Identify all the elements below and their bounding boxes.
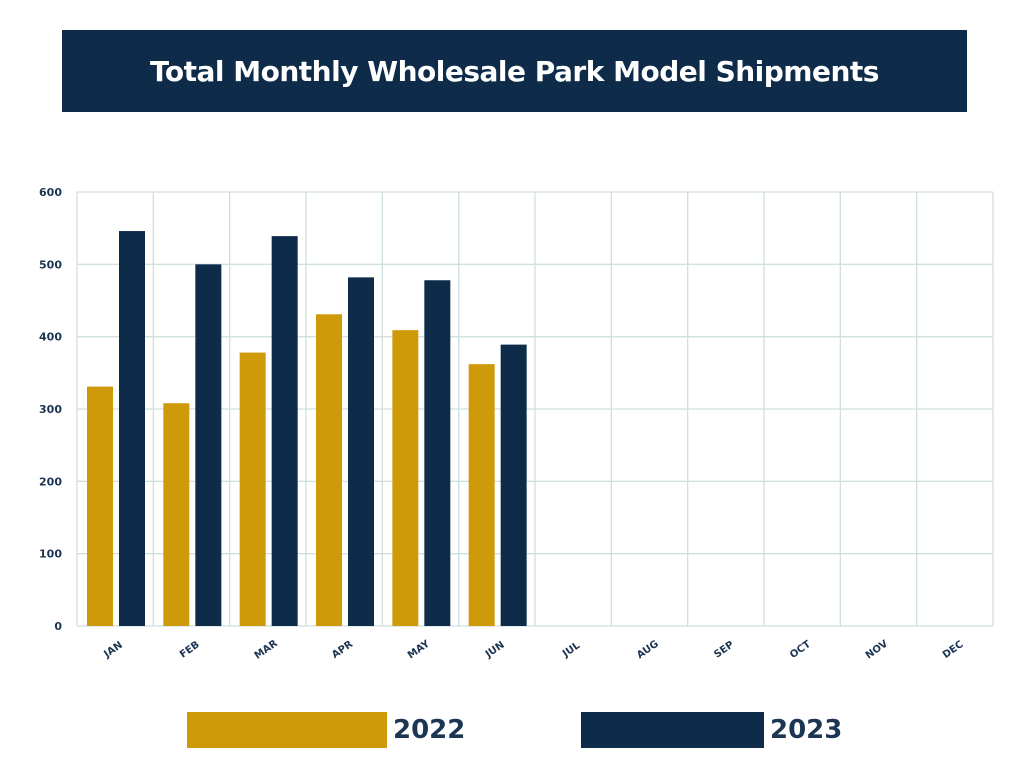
- grid: [76, 191, 994, 627]
- x-tick-label: NOV: [864, 638, 890, 661]
- y-tick-label: 300: [39, 403, 62, 416]
- y-tick-label: 500: [39, 258, 62, 271]
- bar-2023-may: [424, 280, 451, 626]
- bar-chart: 0 100 200 300 400 500 600 JAN FEB MAR APR MAY JUN JU…: [39, 186, 994, 662]
- bar-2023-jun: [500, 344, 527, 626]
- legend-label-2023: 2023: [770, 715, 843, 745]
- bar-2022-mar: [239, 352, 266, 626]
- bars: [87, 231, 527, 626]
- x-tick-label: DEC: [941, 639, 966, 661]
- legend-swatch-2023: [581, 712, 764, 748]
- legend-item-2022: 2022: [187, 712, 465, 748]
- bar-2023-mar: [271, 236, 298, 626]
- x-tick-label: OCT: [788, 639, 813, 661]
- bar-2023-feb: [195, 264, 222, 626]
- x-tick-label: FEB: [178, 639, 202, 660]
- y-tick-label: 200: [39, 475, 62, 488]
- x-tick-label: JUN: [483, 640, 507, 661]
- bar-2023-jan: [119, 231, 145, 626]
- bar-2022-jan: [87, 386, 113, 626]
- x-tick-label: MAY: [406, 638, 433, 661]
- x-tick-label: MAR: [253, 638, 280, 662]
- x-tick-label: APR: [330, 639, 355, 661]
- legend-item-2023: 2023: [581, 712, 842, 748]
- bar-2022-may: [392, 330, 419, 626]
- y-tick-label: 0: [54, 620, 62, 633]
- y-tick-label: 400: [39, 331, 62, 344]
- bar-2022-jun: [468, 364, 495, 626]
- bar-2022-apr: [316, 314, 342, 626]
- x-tick-label: AUG: [635, 639, 661, 662]
- x-tick-label: SEP: [712, 639, 736, 660]
- x-tick-label: JUL: [560, 640, 583, 660]
- bar-2023-apr: [348, 277, 374, 626]
- bar-2022-feb: [163, 403, 190, 626]
- y-axis: 0 100 200 300 400 500 600: [39, 186, 62, 633]
- title-banner: Total Monthly Wholesale Park Model Shipm…: [62, 30, 967, 112]
- y-tick-label: 600: [39, 186, 62, 199]
- x-tick-label: JAN: [101, 640, 124, 661]
- legend-label-2022: 2022: [393, 715, 466, 745]
- x-axis: JAN FEB MAR APR MAY JUN JUL AUG SEP OCT NOV DEC: [101, 638, 965, 662]
- y-tick-label: 100: [39, 548, 62, 561]
- chart-title: Total Monthly Wholesale Park Model Shipm…: [150, 54, 879, 88]
- legend-swatch-2022: [187, 712, 387, 748]
